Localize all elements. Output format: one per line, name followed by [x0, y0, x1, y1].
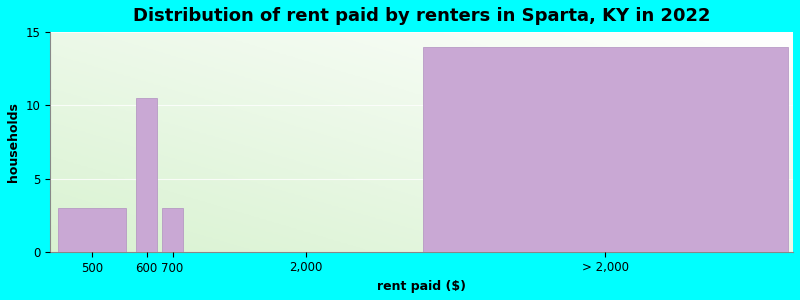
X-axis label: rent paid ($): rent paid ($) — [377, 280, 466, 293]
Bar — [58, 208, 126, 252]
Y-axis label: households: households — [7, 102, 20, 182]
Bar — [423, 47, 788, 252]
Title: Distribution of rent paid by renters in Sparta, KY in 2022: Distribution of rent paid by renters in … — [133, 7, 710, 25]
Bar — [162, 208, 183, 252]
Bar — [136, 98, 157, 252]
